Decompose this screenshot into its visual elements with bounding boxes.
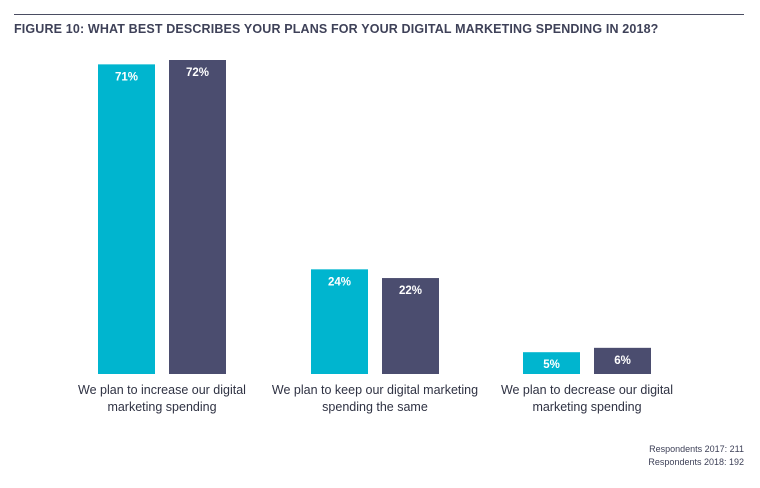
category-label-line: spending the same — [322, 400, 428, 414]
bar-series-1-cat-1 — [98, 64, 155, 374]
bar-series-1-cat-2 — [311, 269, 368, 374]
bar-series-2-cat-2 — [382, 278, 439, 374]
bar-series-1-cat-3 — [523, 352, 580, 374]
bar-series-2-cat-1 — [169, 60, 226, 374]
bar-value-label: 72% — [186, 67, 209, 79]
bar-value-label: 24% — [328, 276, 351, 288]
bar-value-label: 5% — [543, 359, 560, 371]
bar-series-2-cat-3 — [594, 347, 651, 374]
category-label-line: We plan to decrease our digital — [501, 383, 673, 397]
bar-value-label: 22% — [399, 285, 422, 297]
category-label-line: We plan to increase our digital — [78, 383, 246, 397]
bar-value-label: 6% — [614, 355, 631, 367]
respondents-2018-note: Respondents 2018: 192 — [648, 457, 744, 467]
bar-value-label: 71% — [115, 71, 138, 83]
respondents-2017-note: Respondents 2017: 211 — [649, 444, 744, 454]
category-label-line: marketing spending — [532, 400, 641, 414]
chart-title: FIGURE 10: WHAT BEST DESCRIBES YOUR PLAN… — [14, 22, 659, 36]
respondent-notes: Respondents 2017: 211 Respondents 2018: … — [648, 443, 744, 469]
top-divider — [14, 14, 744, 15]
category-label-line: We plan to keep our digital marketing — [272, 383, 478, 397]
category-label-line: marketing spending — [107, 400, 216, 414]
